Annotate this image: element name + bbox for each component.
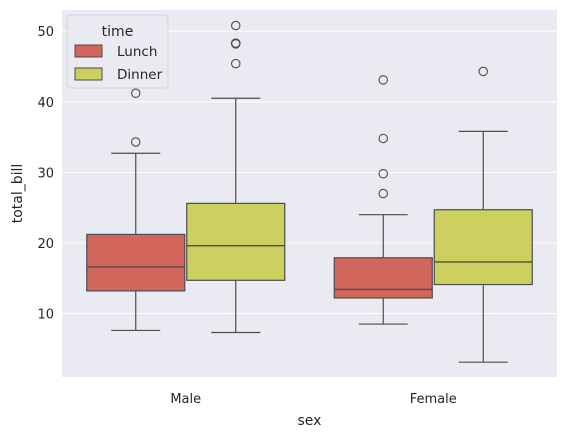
y-tick-label-30: 30 — [37, 166, 54, 181]
y-tick-label-10: 10 — [37, 307, 54, 322]
iqr-box-lunch-female — [333, 257, 433, 299]
legend-label-lunch: Lunch — [117, 44, 157, 60]
x-tick-label-female: Female — [410, 392, 457, 407]
y-tick-label-20: 20 — [37, 237, 54, 252]
iqr-box-lunch-male — [86, 233, 186, 292]
outlier-lunch-female-3 — [378, 75, 388, 85]
outlier-lunch-female-1 — [378, 168, 388, 179]
box-dinner-female — [433, 66, 533, 363]
x-tick-label-male: Male — [170, 392, 201, 407]
outlier-lunch-male-0 — [131, 137, 141, 147]
iqr-box-dinner-female — [433, 209, 533, 286]
legend: time Lunch Dinner — [66, 14, 169, 89]
legend-swatch-dinner — [74, 67, 103, 81]
outlier-lunch-male-1 — [131, 88, 141, 99]
box-lunch-male — [86, 88, 186, 332]
outlier-lunch-female-2 — [378, 133, 388, 144]
iqr-box-dinner-male — [186, 202, 286, 281]
outlier-dinner-female-0 — [478, 66, 488, 77]
y-tick-label-40: 40 — [37, 96, 54, 111]
y-tick-labels: 10 20 30 40 50 — [37, 25, 54, 322]
legend-title: time — [102, 24, 134, 40]
legend-label-dinner: Dinner — [117, 67, 163, 83]
outlier-dinner-male-3 — [231, 20, 241, 31]
outlier-dinner-male-2 — [231, 38, 241, 48]
outlier-dinner-male-0 — [231, 58, 241, 69]
box-dinner-male — [186, 20, 286, 334]
box-lunch-female — [333, 75, 433, 325]
box-series — [86, 20, 533, 363]
y-tick-label-50: 50 — [37, 25, 54, 40]
outlier-lunch-female-0 — [378, 188, 388, 199]
y-axis-label: total_bill — [10, 164, 26, 224]
x-axis-label: sex — [298, 413, 322, 429]
legend-swatch-lunch — [74, 44, 103, 58]
x-tick-labels: Male Female — [170, 392, 456, 407]
